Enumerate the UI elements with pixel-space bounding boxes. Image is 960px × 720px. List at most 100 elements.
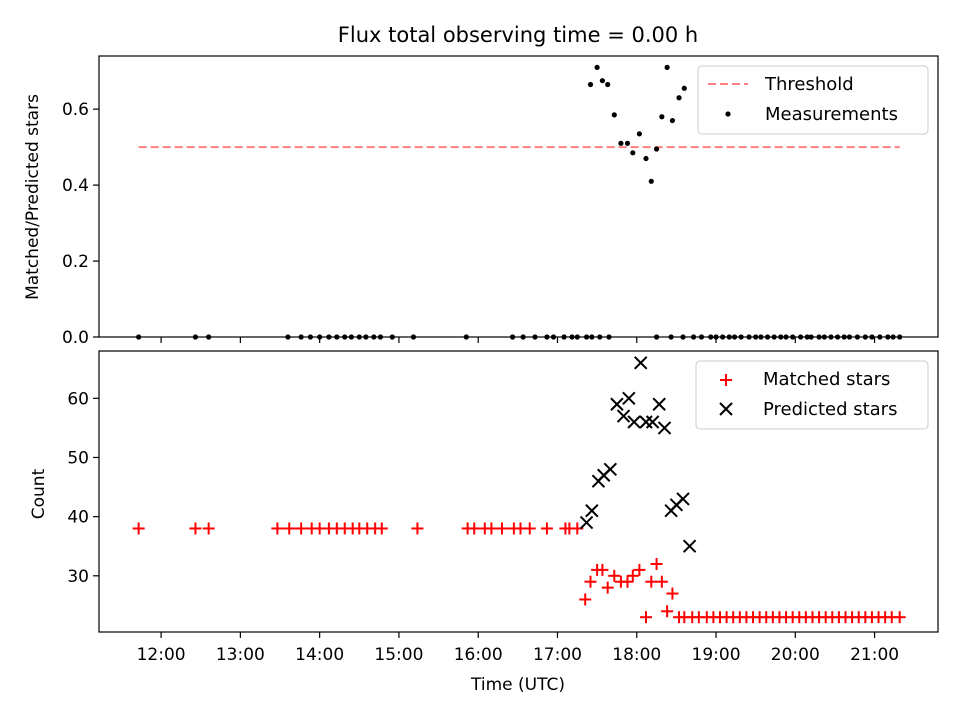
predicted-stars-point: [657, 421, 672, 435]
measurement-point: [669, 117, 676, 124]
measurement-point: [653, 146, 660, 152]
top-y-ticks: 0.0 0.2 0.4 0.6: [62, 100, 99, 348]
matched-stars-point: [666, 587, 679, 600]
legend-threshold-label: Threshold: [764, 74, 854, 95]
matched-stars-point: [601, 581, 614, 594]
y-tick-label: 0.0: [62, 328, 89, 348]
matched-stars-point: [283, 522, 296, 535]
top-x-ticks: [160, 337, 876, 343]
measurement-point: [587, 81, 594, 88]
legend-measurements-label: Measurements: [765, 104, 898, 125]
matched-stars-point: [650, 557, 663, 570]
measurement-point: [648, 178, 654, 184]
predicted-stars-point: [652, 397, 666, 411]
measurement-point: [618, 140, 624, 146]
matched-stars-point: [661, 605, 674, 618]
x-tick-label: 20:00: [771, 645, 820, 665]
x-tick-label: 14:00: [295, 645, 344, 665]
measurement-point: [624, 140, 631, 146]
x-tick-label: 19:00: [692, 645, 741, 665]
bottom-axes-frame: [98, 350, 939, 633]
x-tick-label: 17:00: [533, 645, 582, 665]
x-tick-label: 18:00: [612, 645, 661, 665]
matched-stars-point: [189, 522, 202, 535]
predicted-stars-point: [622, 391, 636, 406]
predicted-stars-point: [634, 356, 648, 370]
matched-stars-point: [579, 593, 592, 606]
bottom-x-ticks: 12:00 13:00 14:00 15:00 16:00 17:00 18:00 19:00…: [137, 632, 899, 665]
matched-stars-point: [295, 522, 308, 535]
top-panel: Flux total observing time = 0.00 h Match…: [23, 23, 939, 348]
matched-stars-point: [640, 611, 653, 624]
measurement-point: [659, 114, 665, 120]
legend-matched-label: Matched stars: [763, 369, 890, 390]
predicted-stars-point: [627, 415, 641, 429]
matched-stars-point: [468, 522, 481, 535]
predicted-stars-point: [616, 409, 631, 423]
matched-stars-point: [584, 575, 597, 588]
measurement-point: [664, 64, 670, 70]
matched-stars-point: [271, 522, 284, 535]
matched-stars-point: [202, 522, 215, 535]
matched-stars-point: [645, 575, 658, 588]
matched-stars-point: [495, 522, 508, 535]
bottom-y-ticks: 30 40 50 60: [67, 389, 99, 587]
measurement-point: [611, 112, 617, 118]
top-axes-frame: [98, 55, 939, 338]
y-tick-label: 0.2: [62, 252, 89, 272]
x-tick-label: 15:00: [374, 645, 423, 665]
matched-stars-point: [485, 522, 498, 535]
y-tick-label: 0.4: [62, 176, 89, 196]
matched-stars-point: [540, 522, 553, 535]
matched-stars-point: [633, 563, 646, 576]
legend-predicted-label: Predicted stars: [763, 399, 897, 420]
measurement-point: [599, 78, 606, 84]
measurement-point: [594, 64, 600, 70]
matched-stars-point: [523, 522, 536, 535]
top-legend: Threshold Measurements: [697, 65, 929, 135]
predicted-stars-point: [610, 397, 624, 411]
x-tick-label: 21:00: [850, 645, 899, 665]
y-tick-label: 50: [67, 448, 89, 468]
measurement-point: [605, 81, 611, 88]
y-tick-label: 40: [67, 508, 89, 528]
predicted-stars-point: [585, 504, 599, 518]
matched-stars-point: [411, 522, 424, 535]
x-tick-label: 16:00: [454, 645, 503, 665]
measurement-point: [681, 85, 687, 91]
measurement-point: [676, 95, 682, 101]
y-tick-label: 60: [67, 389, 89, 409]
predicted-stars-point: [603, 462, 618, 477]
legend-predicted-swatch: [719, 402, 733, 416]
matched-stars-point: [608, 569, 621, 582]
matched-stars-point: [655, 575, 668, 588]
top-series-layer: [136, 64, 903, 340]
measurement-point: [636, 131, 642, 137]
matched-stars-point: [626, 569, 639, 582]
y-tick-label: 30: [67, 567, 89, 587]
matched-stars-point: [893, 611, 906, 624]
matched-stars-point: [621, 575, 634, 588]
y-tick-label: 0.6: [62, 100, 89, 120]
x-tick-label: 13:00: [216, 645, 265, 665]
matched-stars-point: [596, 563, 609, 576]
legend-measurements-swatch: [725, 111, 731, 117]
predicted-stars-point: [682, 539, 697, 553]
bottom-y-axis-label: Count: [29, 468, 49, 519]
predicted-stars-point: [579, 515, 594, 530]
bottom-series-layer: [132, 356, 906, 624]
bottom-legend: Matched stars Predicted stars: [695, 360, 929, 430]
matched-stars-point: [375, 522, 388, 535]
measurement-point: [630, 150, 636, 156]
legend-matched-swatch: [720, 374, 732, 386]
measurement-point: [643, 155, 649, 162]
top-y-axis-label: Matched/Predicted stars: [23, 94, 43, 300]
x-tick-label: 12:00: [137, 645, 186, 665]
matched-stars-point: [132, 522, 145, 535]
top-chart-title: Flux total observing time = 0.00 h: [338, 23, 698, 47]
bottom-x-axis-label: Time (UTC): [470, 675, 565, 695]
predicted-stars-point: [676, 492, 690, 506]
predicted-stars-point: [645, 415, 660, 429]
bottom-panel: Count Time (UTC) 30 40 50 60 12:00 13:00 14:0…: [29, 350, 939, 695]
